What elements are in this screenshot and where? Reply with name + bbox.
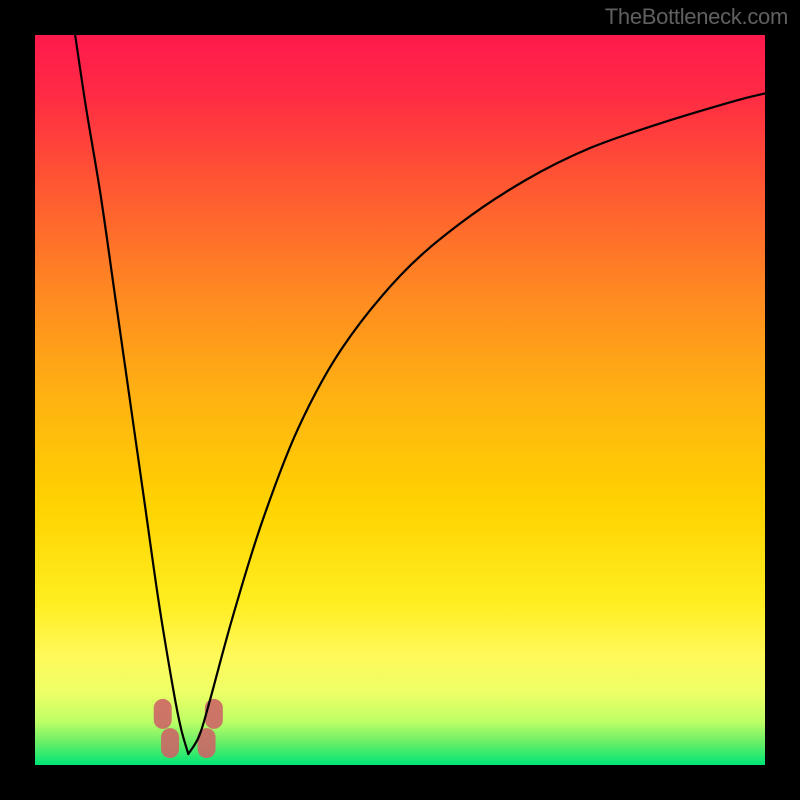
bottleneck-chart-svg bbox=[0, 0, 800, 800]
data-marker bbox=[205, 699, 223, 729]
data-marker bbox=[161, 728, 179, 758]
watermark-text: TheBottleneck.com bbox=[605, 4, 788, 30]
chart-container: TheBottleneck.com bbox=[0, 0, 800, 800]
data-marker bbox=[154, 699, 172, 729]
plot-background-gradient bbox=[35, 35, 765, 765]
